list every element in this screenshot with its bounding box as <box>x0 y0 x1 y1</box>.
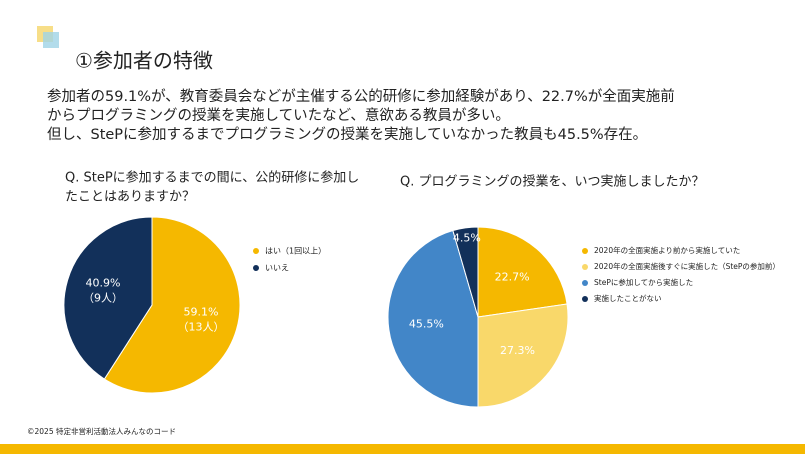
legend-swatch <box>582 280 588 286</box>
legend-swatch <box>253 248 259 254</box>
slide-title: ①参加者の特徴 <box>75 49 213 73</box>
pie-slice <box>477 226 568 318</box>
chart-title: Q. StePに参加するまでの間に、公的研修に参加し <box>65 170 359 186</box>
description-line: からプログラミングの授業を実施していたなど、意欲ある教員が多い。 <box>47 106 510 124</box>
legend-swatch <box>582 248 588 254</box>
chart-title: たことはありますか？ <box>65 190 195 205</box>
footer: ©2025 特定非営利活動法人みんなのコード <box>27 426 176 436</box>
legend-label: いいえ <box>265 264 289 273</box>
legend-label: 2020年の全面実施より前から実施していた <box>594 245 740 255</box>
legend-label: 2020年の全面実施後すぐに実施した（StePの参加前） <box>594 261 780 271</box>
pie-slice <box>452 226 479 318</box>
chart-title: Q. プログラミングの授業を、いつ実施しましたか？ <box>400 174 705 190</box>
data-label: 4.5% <box>453 232 481 245</box>
data-label: 22.7% <box>495 271 530 284</box>
data-label: 40.9% <box>86 277 121 290</box>
decor-square <box>43 32 59 48</box>
legend-swatch <box>253 265 259 271</box>
pie-slice <box>103 216 241 394</box>
data-label: 45.5% <box>409 317 444 330</box>
description-line: 但し、StePに参加するまでプログラミングの授業を実施していなかった教員も45.… <box>47 126 647 143</box>
data-label: （13人） <box>177 320 224 333</box>
footer-bar <box>0 444 805 454</box>
pie-slice <box>477 303 569 408</box>
legend-label: 実施したことがない <box>594 293 662 303</box>
data-label: 27.3% <box>500 344 535 357</box>
legend-label: はい（1回以上） <box>265 247 326 256</box>
pie-slice <box>63 216 153 380</box>
legend-label: StePに参加してから実施した <box>594 277 693 287</box>
pie-slice <box>387 229 479 408</box>
data-label: （9人） <box>83 292 123 305</box>
data-label: 59.1% <box>183 305 218 318</box>
legend-swatch <box>582 296 588 302</box>
legend-swatch <box>582 264 588 270</box>
description-line: 参加者の59.1%が、教育委員会などが主催する公的研修に参加経験があり、22.7… <box>47 87 675 105</box>
